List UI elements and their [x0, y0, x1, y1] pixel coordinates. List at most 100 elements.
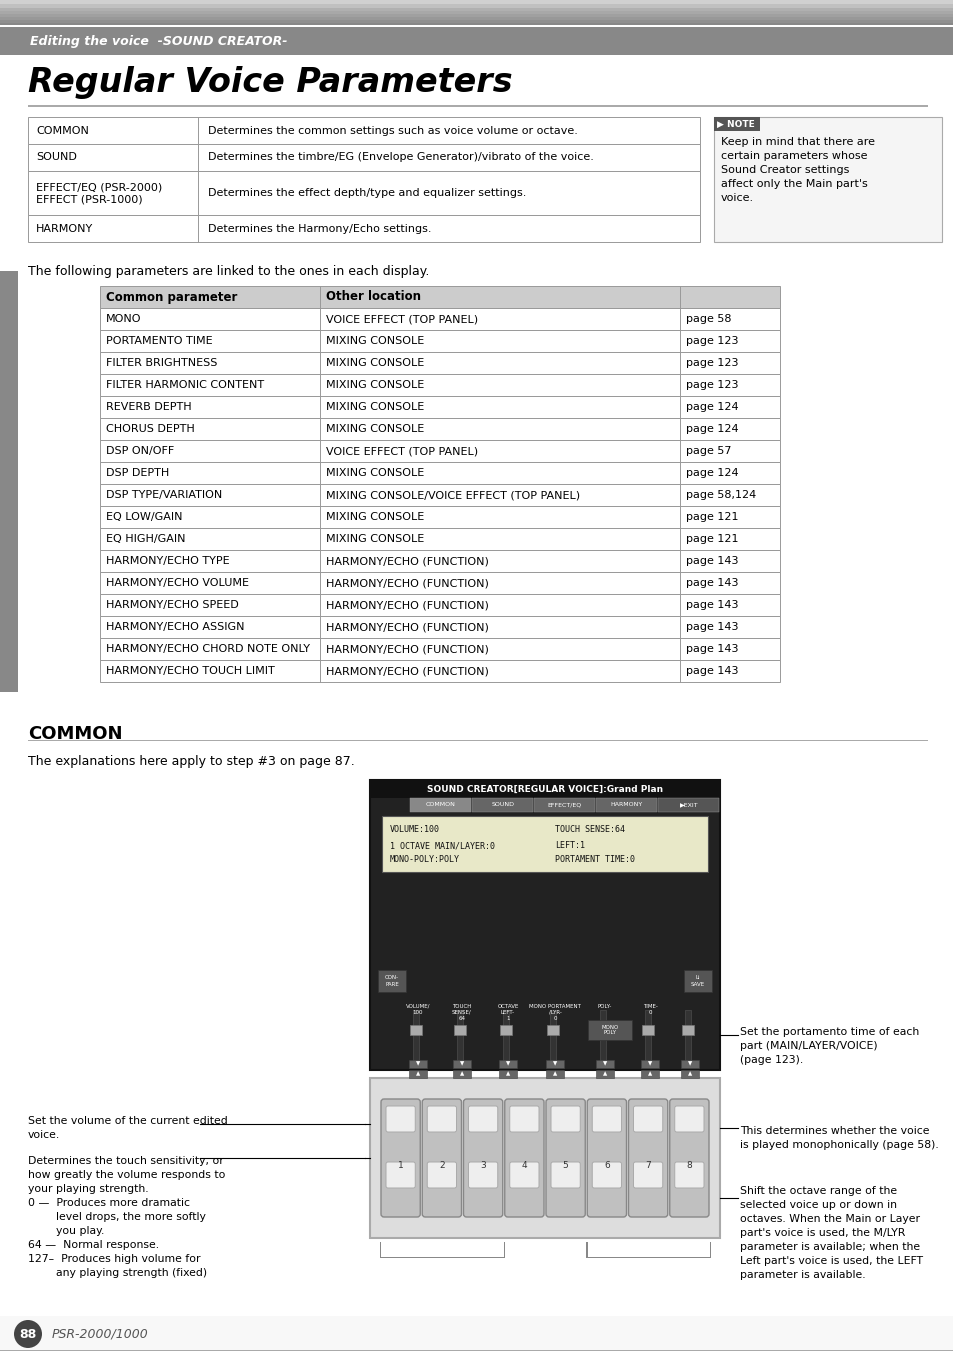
FancyBboxPatch shape	[509, 1106, 538, 1132]
Text: VOLUME:100: VOLUME:100	[390, 825, 439, 835]
Text: ▲: ▲	[602, 1071, 606, 1077]
Bar	[100, 571, 780, 594]
Text: HARMONY/ECHO TYPE: HARMONY/ECHO TYPE	[106, 557, 230, 566]
Text: ▲: ▲	[416, 1071, 419, 1077]
Text: VOICE EFFECT (TOP PANEL): VOICE EFFECT (TOP PANEL)	[326, 446, 477, 457]
Text: FILTER BRIGHTNESS: FILTER BRIGHTNESS	[106, 358, 217, 367]
Bar	[0, 23, 953, 26]
Text: HARMONY/ECHO SPEED: HARMONY/ECHO SPEED	[106, 600, 238, 611]
FancyBboxPatch shape	[504, 1098, 543, 1217]
Text: Set the volume of the current edited
voice.: Set the volume of the current edited voi…	[28, 1116, 228, 1140]
Text: Regular Voice Parameters: Regular Voice Parameters	[28, 66, 512, 99]
FancyBboxPatch shape	[592, 1106, 620, 1132]
Bar	[0, 4, 953, 8]
FancyBboxPatch shape	[587, 1098, 626, 1217]
Bar	[684, 1011, 690, 1061]
Bar	[100, 462, 780, 484]
Text: HARMONY/ECHO (FUNCTION): HARMONY/ECHO (FUNCTION)	[326, 557, 488, 566]
Bar	[413, 1011, 418, 1061]
Text: page 123: page 123	[685, 380, 738, 390]
Text: Determines the Harmony/Echo settings.: Determines the Harmony/Echo settings.	[208, 223, 431, 234]
Text: EFFECT/EQ (PSR-2000): EFFECT/EQ (PSR-2000)	[36, 182, 162, 193]
Text: VOICE EFFECT (TOP PANEL): VOICE EFFECT (TOP PANEL)	[326, 313, 477, 324]
Text: page 123: page 123	[685, 336, 738, 346]
Text: ▼: ▼	[647, 1062, 652, 1066]
Bar	[472, 798, 533, 812]
Text: MONO-POLY:POLY: MONO-POLY:POLY	[390, 855, 459, 865]
Text: MIXING CONSOLE: MIXING CONSOLE	[326, 358, 424, 367]
Bar	[546, 1025, 558, 1035]
Text: HARMONY/ECHO VOLUME: HARMONY/ECHO VOLUME	[106, 578, 249, 588]
FancyBboxPatch shape	[633, 1162, 662, 1188]
Bar	[586, 1242, 587, 1258]
Text: MIXING CONSOLE: MIXING CONSOLE	[326, 424, 424, 434]
Text: COMMON: COMMON	[36, 126, 89, 135]
Bar	[28, 145, 700, 172]
Bar	[596, 1070, 614, 1078]
Text: ▶EXIT: ▶EXIT	[679, 802, 698, 808]
Bar	[0, 24, 953, 26]
Text: HARMONY/ECHO (FUNCTION): HARMONY/ECHO (FUNCTION)	[326, 644, 488, 654]
Text: page 124: page 124	[685, 467, 738, 478]
Bar	[596, 1061, 614, 1069]
Text: Determines the touch sensitivity, or
how greatly the volume responds to
your pla: Determines the touch sensitivity, or how…	[28, 1156, 225, 1278]
Bar	[644, 1011, 650, 1061]
Text: 7: 7	[644, 1162, 650, 1170]
Bar	[454, 1025, 465, 1035]
Text: page 121: page 121	[685, 534, 738, 544]
FancyBboxPatch shape	[551, 1106, 579, 1132]
FancyBboxPatch shape	[669, 1098, 708, 1217]
Text: ▼: ▼	[416, 1062, 419, 1066]
Bar	[28, 118, 700, 145]
Text: POLY-: POLY-	[598, 1004, 612, 1009]
Bar	[100, 440, 780, 462]
Bar	[680, 1070, 699, 1078]
Bar	[680, 1061, 699, 1069]
Text: MONO
POLY: MONO POLY	[600, 1024, 618, 1035]
Bar	[100, 594, 780, 616]
Text: Common parameter: Common parameter	[106, 290, 237, 304]
Text: 8: 8	[686, 1162, 692, 1170]
FancyBboxPatch shape	[386, 1106, 415, 1132]
Bar	[0, 14, 953, 18]
Text: DSP ON/OFF: DSP ON/OFF	[106, 446, 174, 457]
Bar	[534, 798, 595, 812]
Text: DSP DEPTH: DSP DEPTH	[106, 467, 169, 478]
Text: 1 OCTAVE MAIN/LAYER:0: 1 OCTAVE MAIN/LAYER:0	[390, 842, 495, 851]
Text: CHORUS DEPTH: CHORUS DEPTH	[106, 424, 194, 434]
Text: EFFECT (PSR-1000): EFFECT (PSR-1000)	[36, 195, 143, 204]
FancyBboxPatch shape	[551, 1162, 579, 1188]
Bar	[100, 528, 780, 550]
Bar	[709, 1242, 711, 1258]
Bar	[713, 118, 941, 242]
Bar	[379, 1242, 381, 1258]
Text: The explanations here apply to step #3 on page 87.: The explanations here apply to step #3 o…	[28, 755, 355, 769]
Text: MIXING CONSOLE: MIXING CONSOLE	[326, 534, 424, 544]
Text: MONO: MONO	[106, 313, 141, 324]
Text: HARMONY/ECHO CHORD NOTE ONLY: HARMONY/ECHO CHORD NOTE ONLY	[106, 644, 310, 654]
Text: 3: 3	[479, 1162, 485, 1170]
Bar	[0, 18, 953, 20]
Text: The following parameters are linked to the ones in each display.: The following parameters are linked to t…	[28, 266, 429, 278]
FancyBboxPatch shape	[509, 1162, 538, 1188]
Bar	[713, 118, 760, 131]
FancyBboxPatch shape	[422, 1098, 461, 1217]
FancyBboxPatch shape	[386, 1162, 415, 1188]
Text: page 57: page 57	[685, 446, 731, 457]
Bar	[586, 1256, 709, 1258]
Bar	[658, 798, 719, 812]
Bar	[409, 1061, 427, 1069]
Bar	[0, 0, 953, 4]
Text: This determines whether the voice
is played monophonically (page 58).: This determines whether the voice is pla…	[740, 1125, 938, 1150]
Text: REVERB DEPTH: REVERB DEPTH	[106, 403, 192, 412]
Bar	[409, 1070, 427, 1078]
Text: EQ HIGH/GAIN: EQ HIGH/GAIN	[106, 534, 185, 544]
Bar	[453, 1070, 471, 1078]
Text: Determines the effect depth/type and equalizer settings.: Determines the effect depth/type and equ…	[208, 188, 526, 199]
Text: PORTAMENTO TIME: PORTAMENTO TIME	[106, 336, 213, 346]
Text: page 143: page 143	[685, 600, 738, 611]
Bar	[499, 1025, 512, 1035]
Text: HARMONY/ECHO (FUNCTION): HARMONY/ECHO (FUNCTION)	[326, 578, 488, 588]
Bar	[640, 1070, 659, 1078]
Bar	[100, 286, 780, 308]
